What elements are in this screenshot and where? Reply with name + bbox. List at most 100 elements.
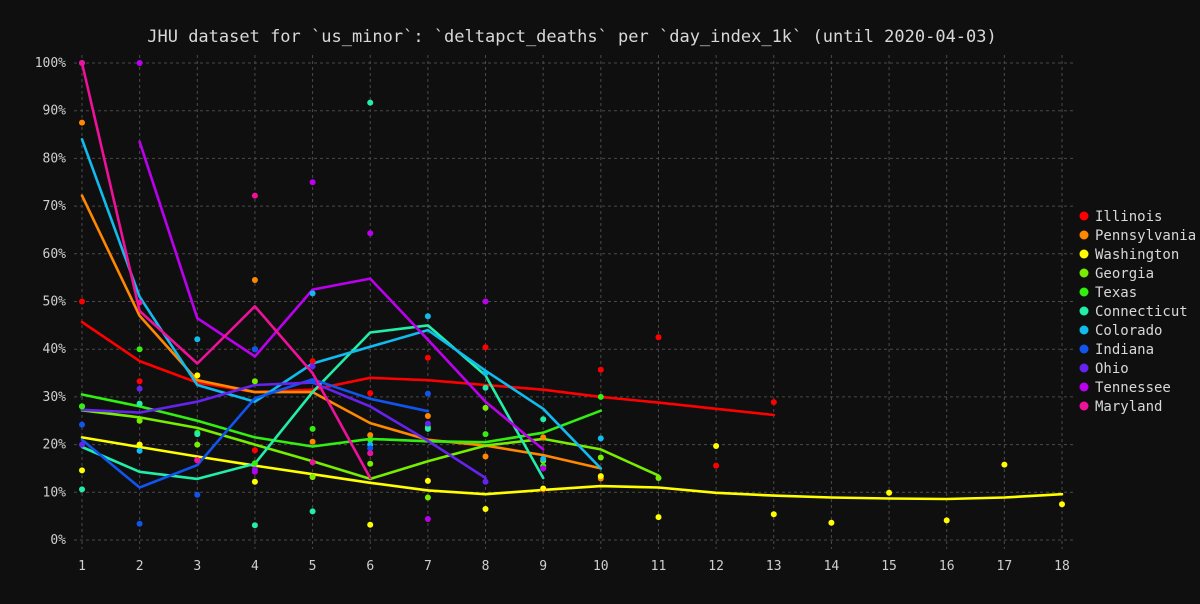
data-point-tennessee [309, 179, 316, 186]
data-point-washington [251, 478, 258, 485]
x-tick-label: 4 [251, 559, 259, 574]
data-point-indiana [251, 346, 258, 353]
data-point-ohio [309, 363, 316, 370]
data-point-colorado [424, 313, 431, 320]
data-point-maryland [79, 60, 85, 66]
y-tick-label: 60% [43, 247, 67, 262]
data-point-illinois [136, 378, 143, 385]
data-point-washington [828, 519, 835, 526]
data-point-washington [770, 511, 777, 518]
x-tick-label: 12 [708, 559, 724, 574]
legend-marker-maryland [1079, 401, 1089, 411]
data-point-illinois [655, 334, 662, 341]
data-point-washington [655, 514, 662, 521]
data-point-washington [194, 372, 201, 379]
data-point-georgia [655, 475, 662, 481]
legend: Illinois Pennsylvania Washington Georgia Tex… [1079, 209, 1196, 415]
data-point-maryland [367, 450, 374, 457]
series-line-indiana [80, 378, 430, 489]
x-tick-label: 9 [539, 559, 547, 574]
legend-marker-ohio [1079, 363, 1089, 373]
legend-marker-georgia [1079, 268, 1089, 278]
data-point-illinois [770, 399, 777, 406]
data-point-washington [713, 443, 720, 449]
data-point-tennessee [367, 230, 374, 237]
x-tick-label: 11 [651, 559, 667, 574]
data-point-texas [136, 346, 143, 353]
x-tick-label: 7 [424, 559, 432, 574]
data-point-colorado [136, 447, 143, 454]
legend-marker-tennessee [1079, 382, 1089, 392]
data-point-georgia [251, 378, 258, 385]
data-point-texas [251, 460, 258, 467]
x-tick-label: 17 [997, 559, 1013, 574]
x-tick-label: 13 [766, 559, 782, 574]
series-line-pennsylvania [80, 194, 603, 470]
data-point-pennsylvania [424, 413, 431, 419]
data-point-connecticut [79, 486, 85, 493]
data-point-illinois [79, 298, 85, 305]
x-tick-label: 16 [939, 559, 955, 574]
y-tick-label: 90% [43, 104, 67, 119]
data-point-texas [309, 425, 316, 432]
y-tick-label: 0% [50, 533, 66, 548]
x-tick-label: 5 [309, 559, 317, 574]
series-points [79, 60, 1065, 529]
x-tick-label: 6 [366, 559, 374, 574]
data-point-connecticut [482, 384, 489, 391]
data-point-connecticut [251, 522, 258, 529]
data-point-washington [597, 473, 604, 480]
y-tick-label: 50% [43, 295, 67, 310]
data-point-texas [79, 403, 85, 410]
data-point-washington [367, 521, 374, 528]
legend-marker-colorado [1079, 325, 1089, 335]
data-point-texas [482, 431, 489, 438]
data-point-illinois [251, 447, 258, 454]
data-point-tennessee [251, 468, 258, 475]
legend-label-pennsylvania: Pennsylvania [1095, 228, 1196, 244]
data-point-tennessee [482, 298, 489, 305]
chart-title: JHU dataset for `us_minor`: `deltapct_de… [147, 27, 997, 47]
data-point-georgia [309, 473, 316, 480]
x-tick-label: 1 [78, 559, 86, 574]
data-point-connecticut [309, 508, 316, 515]
data-point-connecticut [136, 400, 143, 407]
y-tick-label: 10% [43, 485, 67, 500]
x-tick-label: 2 [136, 559, 144, 574]
legend-label-georgia: Georgia [1095, 266, 1154, 282]
data-point-maryland [194, 457, 201, 464]
x-tick-label: 3 [193, 559, 201, 574]
legend-label-ohio: Ohio [1095, 361, 1129, 377]
legend-label-illinois: Illinois [1095, 209, 1162, 225]
data-point-texas [367, 436, 374, 443]
data-point-illinois [482, 344, 489, 351]
data-point-colorado [482, 370, 489, 377]
legend-label-tennessee: Tennessee [1095, 380, 1171, 396]
data-point-pennsylvania [79, 119, 85, 126]
legend-marker-washington [1079, 249, 1089, 259]
data-point-connecticut [424, 425, 431, 432]
y-tick-label: 100% [35, 56, 66, 71]
y-tick-label: 30% [43, 390, 67, 405]
series-line-colorado [80, 138, 603, 470]
data-point-washington [540, 485, 547, 492]
data-point-ohio [79, 441, 85, 448]
data-point-illinois [597, 366, 604, 373]
y-tick-label: 80% [43, 151, 67, 166]
legend-marker-indiana [1079, 344, 1089, 354]
data-point-indiana [79, 421, 85, 428]
series-line-texas [80, 393, 603, 448]
x-tick-label: 18 [1054, 559, 1070, 574]
legend-marker-illinois [1079, 211, 1089, 221]
data-point-colorado [309, 290, 316, 297]
data-point-pennsylvania [309, 438, 316, 445]
series-line-washington [80, 436, 1064, 501]
x-tick-label: 8 [482, 559, 490, 574]
legend-label-maryland: Maryland [1095, 399, 1162, 415]
legend-label-colorado: Colorado [1095, 323, 1162, 339]
data-point-indiana [194, 491, 201, 498]
x-tick-label: 14 [824, 559, 840, 574]
data-point-washington [943, 517, 950, 524]
